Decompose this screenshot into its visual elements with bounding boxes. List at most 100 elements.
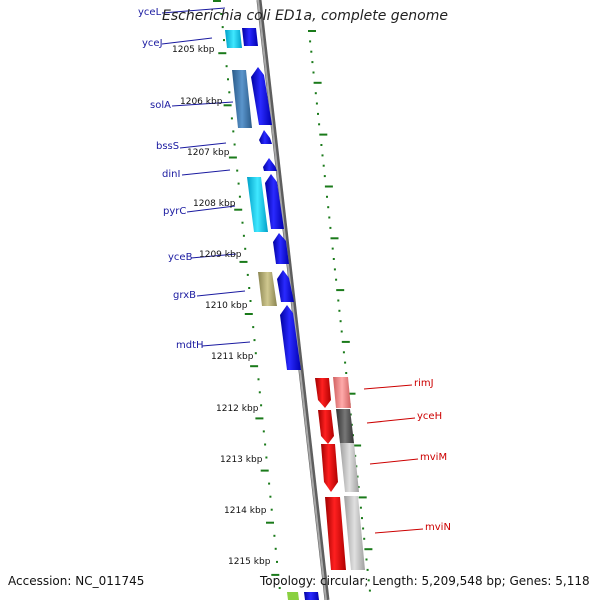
gene-label-yceH[interactable]: yceH [417, 411, 443, 422]
track-tick [220, 13, 223, 15]
track-tick [318, 123, 321, 126]
gene-feature [232, 70, 252, 128]
track-tick [239, 260, 248, 263]
track-tick [223, 39, 225, 42]
track-tick [257, 378, 260, 381]
scale-label: 1208 kbp [193, 199, 236, 209]
track-tick [320, 144, 323, 146]
track-tick [331, 247, 334, 250]
reverse-features [287, 377, 365, 600]
gene-label-mviM[interactable]: mviM [420, 452, 448, 463]
scale-label: 1206 kbp [180, 97, 223, 107]
track-tick [358, 496, 367, 499]
gene-label-rimJ[interactable]: rimJ [414, 378, 434, 389]
gene-feature [259, 130, 272, 144]
track-tick [258, 391, 261, 394]
track-tick [367, 579, 370, 582]
track-tick [223, 104, 232, 107]
track-tick [221, 26, 224, 29]
scale-label: 1210 kbp [205, 301, 248, 311]
track-tick [347, 392, 356, 395]
track-tick [255, 417, 264, 420]
track-tick [236, 169, 239, 172]
gene-feature [340, 443, 359, 492]
track-tick [237, 182, 240, 185]
track-tick [309, 40, 312, 43]
track-tick [313, 81, 322, 84]
gene-feature [287, 592, 299, 600]
gene-label-yceB[interactable]: yceB [168, 252, 193, 263]
track-tick [340, 330, 343, 333]
track-tick [339, 320, 342, 323]
track-tick [268, 482, 271, 485]
track-tick [273, 534, 276, 537]
gene-label-yceJ[interactable]: yceJ [142, 38, 163, 49]
genome-title: Escherichia coli ED1a, complete genome [162, 8, 448, 24]
track-tick [338, 309, 341, 312]
gene-label-bssS[interactable]: bssS [156, 141, 180, 152]
track-tick [311, 61, 314, 64]
scale-label: 1207 kbp [187, 148, 230, 158]
track-tick [254, 352, 257, 355]
track-tick [238, 195, 241, 198]
track-tick [233, 143, 236, 146]
track-tick [336, 289, 345, 292]
track-tick [250, 365, 259, 368]
track-tick [271, 573, 280, 576]
track-tick [234, 208, 243, 211]
gene-feature [258, 272, 277, 306]
track-tick [266, 521, 274, 524]
track-tick [324, 185, 333, 188]
track-tick [249, 300, 252, 302]
gene-label-solA[interactable]: solA [150, 100, 171, 111]
gene-feature [280, 305, 301, 370]
gene-label-pyrC[interactable]: pyrC [163, 206, 187, 217]
track-tick [246, 273, 249, 276]
gene-label-mviN[interactable]: mviN [425, 522, 451, 533]
track-tick [278, 587, 281, 589]
track-tick [363, 537, 366, 540]
gene-label-dinI[interactable]: dinI [162, 169, 181, 180]
track-tick [322, 164, 325, 167]
gene-feature [321, 444, 338, 492]
track-tick [362, 527, 365, 530]
track-tick [329, 226, 332, 229]
scale-label: 1211 kbp [211, 352, 254, 362]
track-tick [330, 237, 339, 240]
track-tick [260, 469, 269, 472]
track-tick [270, 508, 273, 511]
track-tick [242, 234, 245, 237]
gene-label-grxB[interactable]: grxB [173, 290, 196, 301]
track-tick [312, 71, 315, 74]
track-tick [321, 154, 324, 157]
gene-feature [273, 233, 289, 264]
track-tick [228, 91, 231, 94]
track-tick [361, 517, 363, 520]
track-tick [368, 589, 371, 592]
gene-feature [344, 496, 365, 570]
scale-label: 1213 kbp [220, 455, 263, 465]
track-tick [319, 133, 328, 136]
genome-summary-text: Topology: circular; Length: 5,209,548 bp… [260, 574, 590, 588]
gene-feature [336, 409, 354, 443]
track-tick [244, 247, 247, 250]
track-tick [274, 547, 277, 550]
scale-label: 1205 kbp [172, 45, 215, 55]
track-tick [333, 268, 336, 271]
track-tick [225, 65, 228, 68]
dotted-tracks [213, 0, 373, 592]
gene-label-mdtH[interactable]: mdtH [176, 340, 204, 351]
track-tick [276, 560, 278, 563]
track-tick [264, 443, 267, 446]
track-tick [357, 486, 360, 488]
track-tick [252, 326, 255, 329]
gene-label-yceL[interactable]: yceL [138, 7, 162, 18]
gene-feature [333, 377, 351, 408]
track-tick [326, 195, 328, 198]
track-tick [349, 413, 352, 416]
track-tick [244, 313, 253, 315]
scale-label: 1212 kbp [216, 404, 259, 414]
gene-feature [265, 174, 284, 229]
gene-feature [318, 410, 334, 444]
track-tick [364, 548, 373, 551]
